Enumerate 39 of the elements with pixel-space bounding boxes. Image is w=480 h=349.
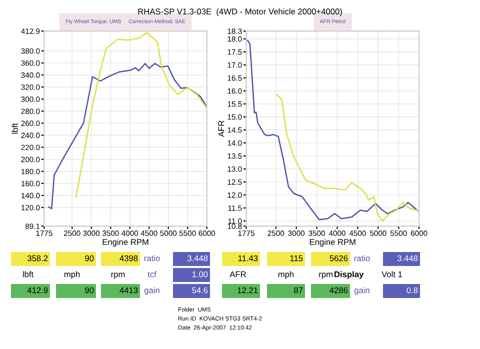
line-series	[246, 40, 420, 220]
text: Volt 1	[382, 271, 402, 278]
text: rpm	[319, 272, 332, 279]
text: gain	[354, 287, 370, 295]
text: 11.43	[238, 255, 258, 262]
y-axis-title: lbft	[12, 123, 18, 134]
text: AFR	[230, 271, 246, 278]
text: 115	[290, 255, 303, 262]
text: Display	[334, 271, 364, 279]
text: ratio	[354, 255, 370, 262]
text: 4398	[120, 255, 138, 262]
text: lbft	[23, 271, 34, 278]
text: 4286	[330, 287, 348, 294]
text: RHAS-SP V1.3-03E (4WD - Motor Vehicle 2000+4000)	[138, 8, 342, 16]
text: 412.9	[27, 287, 48, 294]
text: mph	[64, 271, 80, 279]
line-series	[48, 62, 207, 210]
text: 12.21	[238, 287, 258, 294]
text: 358.2	[27, 255, 48, 262]
text: rpm	[111, 272, 125, 279]
text: 90	[85, 255, 94, 262]
text: 90	[85, 287, 94, 294]
text: 3.448	[397, 255, 418, 262]
line-series	[75, 32, 207, 198]
text: 1.00	[192, 271, 208, 278]
text: ratio	[144, 255, 160, 262]
x-axis-title: Engine RPM	[102, 238, 148, 247]
text: 87	[294, 287, 303, 294]
text: 54.6	[192, 287, 208, 294]
text: 5626	[330, 255, 348, 262]
text: 3.448	[187, 255, 208, 262]
x-axis-title: Engine RPM	[310, 238, 356, 247]
text: gain	[144, 287, 160, 295]
text: tcf	[148, 271, 156, 278]
text: 0.8	[406, 287, 418, 294]
y-axis-title: AFR	[218, 120, 224, 137]
text: 4413	[120, 287, 138, 294]
line-series	[276, 94, 420, 222]
text: mph	[278, 271, 294, 279]
